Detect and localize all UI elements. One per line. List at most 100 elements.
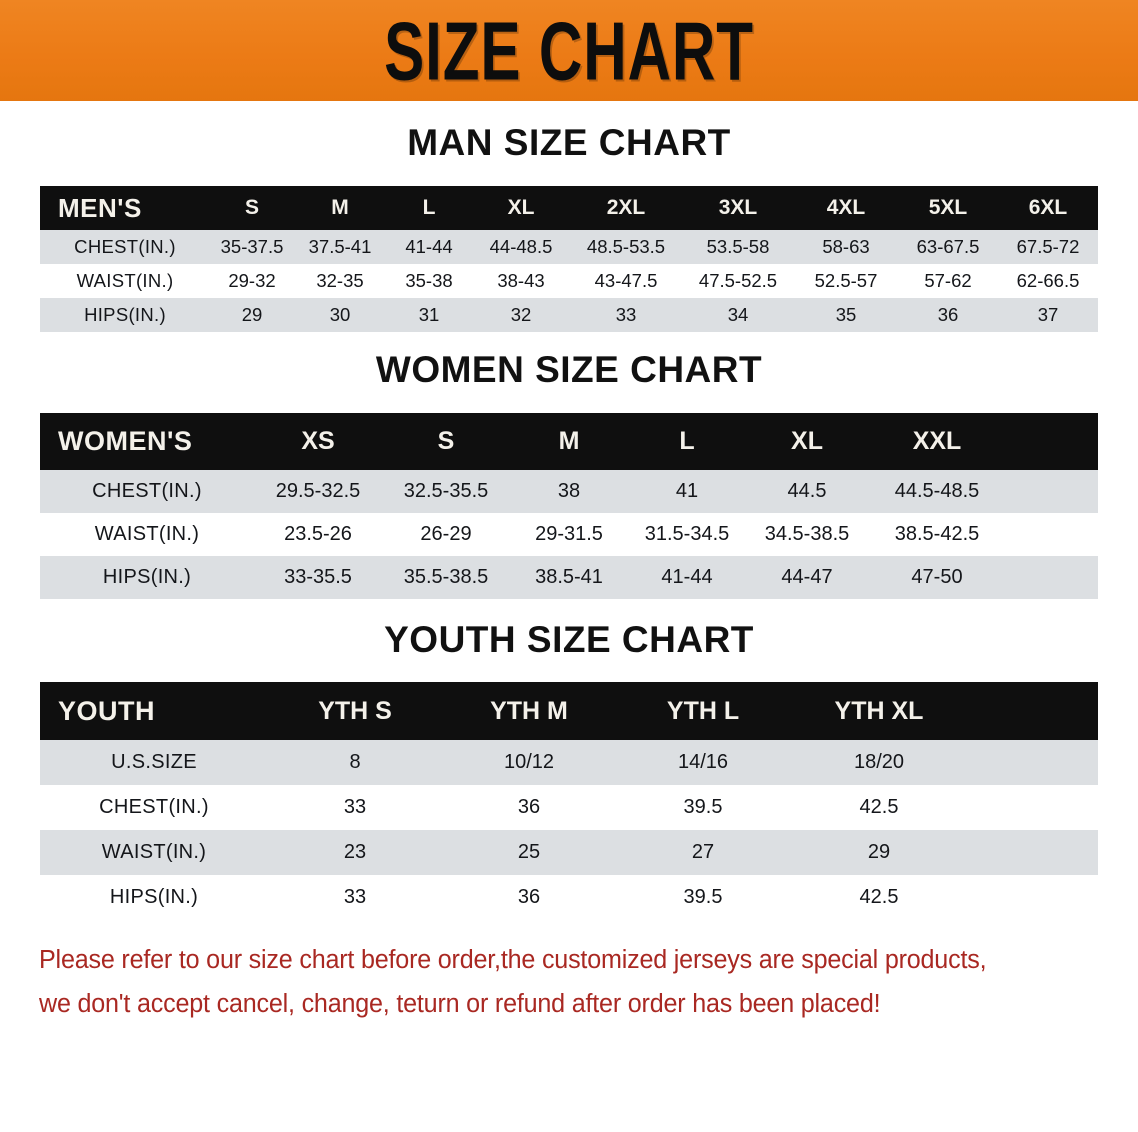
man-hips-s: 29 [241,304,263,325]
youth-waist-xl: 29 [867,841,891,863]
man-hips-6xl: 37 [1037,304,1059,325]
youth-col-header-empty [968,682,1098,740]
women-row-label-chest: CHEST(IN.) [92,480,202,502]
man-chest-s: 35-37.5 [220,236,284,257]
man-chest-m: 37.5-41 [308,236,372,257]
table-row: WAIST(IN.) 29-32 32-35 35-38 38-43 43-47… [40,264,1098,298]
man-table-body: CHEST(IN.) 35-37.5 37.5-41 41-44 44-48.5… [40,230,1098,332]
women-chest-m: 38 [557,480,581,502]
table-row: HIPS(IN.) 29 30 31 32 33 34 35 36 37 [40,298,1098,332]
women-waist-empty [1006,513,1098,556]
man-hips-2xl: 33 [615,304,637,325]
youth-chest-m: 36 [517,796,541,818]
man-waist-m: 32-35 [316,270,364,291]
youth-hips-xl: 42.5 [859,886,899,908]
women-waist-xxl: 38.5-42.5 [894,523,980,545]
man-table-wrap: MEN'S S M L XL 2XL 3XL 4XL 5XL 6XL CHEST… [40,186,1098,332]
page-title: SIZE CHART [384,4,754,97]
man-chest-l: 41-44 [405,236,453,257]
women-table-wrap: WOMEN'S XS S M L XL XXL CHEST(IN.) 29.5-… [40,413,1098,599]
man-hips-4xl: 35 [835,304,857,325]
table-row: CHEST(IN.) 29.5-32.5 32.5-35.5 38 41 44.… [40,470,1098,513]
youth-table-head: YOUTH YTH S YTH M YTH L YTH XL [40,682,1098,740]
youth-waist-m: 25 [517,841,541,863]
women-waist-m: 29-31.5 [535,523,603,545]
youth-waist-s: 23 [343,841,367,863]
youth-corner-label: YOUTH [58,695,155,726]
women-col-header-l: L [679,427,695,455]
women-section-title: WOMEN SIZE CHART [375,349,763,390]
women-chest-s: 32.5-35.5 [403,480,489,502]
man-chest-xl: 44-48.5 [489,236,553,257]
women-row-label-hips: HIPS(IN.) [102,566,192,588]
youth-chest-l: 39.5 [683,796,723,818]
man-chest-6xl: 67.5-72 [1016,236,1080,257]
youth-row-label-hips: HIPS(IN.) [109,886,199,908]
footer-disclaimer-line-2: we don't accept cancel, change, teturn o… [39,990,881,1018]
women-hips-empty [1006,556,1098,599]
women-col-header-xs: XS [301,427,335,455]
women-col-header-xl: XL [791,427,823,455]
man-chest-5xl: 63-67.5 [916,236,980,257]
youth-col-header-l: YTH L [666,696,740,725]
man-waist-2xl: 43-47.5 [594,270,658,291]
youth-chest-xl: 42.5 [859,796,899,818]
man-waist-3xl: 47.5-52.5 [698,270,778,291]
man-waist-xl: 38-43 [497,270,545,291]
women-col-header-s: S [437,427,455,455]
youth-ussize-empty [968,740,1098,785]
table-row: HIPS(IN.) 33-35.5 35.5-38.5 38.5-41 41-4… [40,556,1098,599]
youth-hips-l: 39.5 [683,886,723,908]
youth-col-header-xl: YTH XL [834,696,924,725]
women-hips-xxl: 47-50 [911,566,963,588]
women-chest-xl: 44.5 [787,480,827,502]
table-row: WAIST(IN.) 23.5-26 26-29 29-31.5 31.5-34… [40,513,1098,556]
youth-size-table: YOUTH YTH S YTH M YTH L YTH XL U.S.SIZE … [40,682,1098,920]
youth-waist-l: 27 [691,841,715,863]
women-waist-xs: 23.5-26 [284,523,352,545]
man-waist-4xl: 52.5-57 [814,270,878,291]
women-header-row: WOMEN'S XS S M L XL XXL [40,413,1098,470]
man-waist-5xl: 57-62 [924,270,972,291]
youth-hips-m: 36 [517,886,541,908]
women-chest-empty [1006,470,1098,513]
women-chest-l: 41 [675,480,699,502]
youth-col-header-s: YTH S [318,696,392,725]
youth-row-label-ussize: U.S.SIZE [111,751,197,773]
table-row: CHEST(IN.) 33 36 39.5 42.5 [40,785,1098,830]
youth-ussize-l: 14/16 [677,751,729,773]
man-col-header-5xl: 5XL [928,196,968,219]
youth-ussize-m: 10/12 [503,751,555,773]
man-col-header-3xl: 3XL [718,196,758,219]
women-chest-xxl: 44.5-48.5 [894,480,980,502]
women-hips-s: 35.5-38.5 [403,566,489,588]
man-table-head: MEN'S S M L XL 2XL 3XL 4XL 5XL 6XL [40,186,1098,230]
women-corner-label: WOMEN'S [58,426,193,456]
women-hips-l: 41-44 [661,566,713,588]
man-waist-6xl: 62-66.5 [1016,270,1080,291]
youth-table-wrap: YOUTH YTH S YTH M YTH L YTH XL U.S.SIZE … [40,682,1098,920]
man-col-header-m: M [331,196,349,219]
man-waist-l: 35-38 [405,270,453,291]
man-size-table: MEN'S S M L XL 2XL 3XL 4XL 5XL 6XL CHEST… [40,186,1098,332]
women-col-header-xxl: XXL [912,427,962,455]
man-chest-3xl: 53.5-58 [706,236,770,257]
youth-header-row: YOUTH YTH S YTH M YTH L YTH XL [40,682,1098,740]
footer-disclaimer-line-1: Please refer to our size chart before or… [39,946,987,974]
man-hips-l: 31 [418,304,440,325]
youth-row-label-chest: CHEST(IN.) [99,796,209,818]
man-waist-s: 29-32 [228,270,276,291]
man-section-title: MAN SIZE CHART [407,122,731,163]
man-row-label-waist: WAIST(IN.) [76,270,174,291]
man-hips-3xl: 34 [727,304,749,325]
man-col-header-s: S [244,196,259,219]
youth-ussize-xl: 18/20 [853,751,905,773]
man-chest-4xl: 58-63 [822,236,870,257]
table-row: HIPS(IN.) 33 36 39.5 42.5 [40,875,1098,920]
man-row-label-chest: CHEST(IN.) [74,236,176,257]
table-row: WAIST(IN.) 23 25 27 29 [40,830,1098,875]
women-waist-xl: 34.5-38.5 [764,523,850,545]
man-col-header-l: L [422,196,436,219]
man-chest-2xl: 48.5-53.5 [586,236,666,257]
man-col-header-xl: XL [507,196,535,219]
